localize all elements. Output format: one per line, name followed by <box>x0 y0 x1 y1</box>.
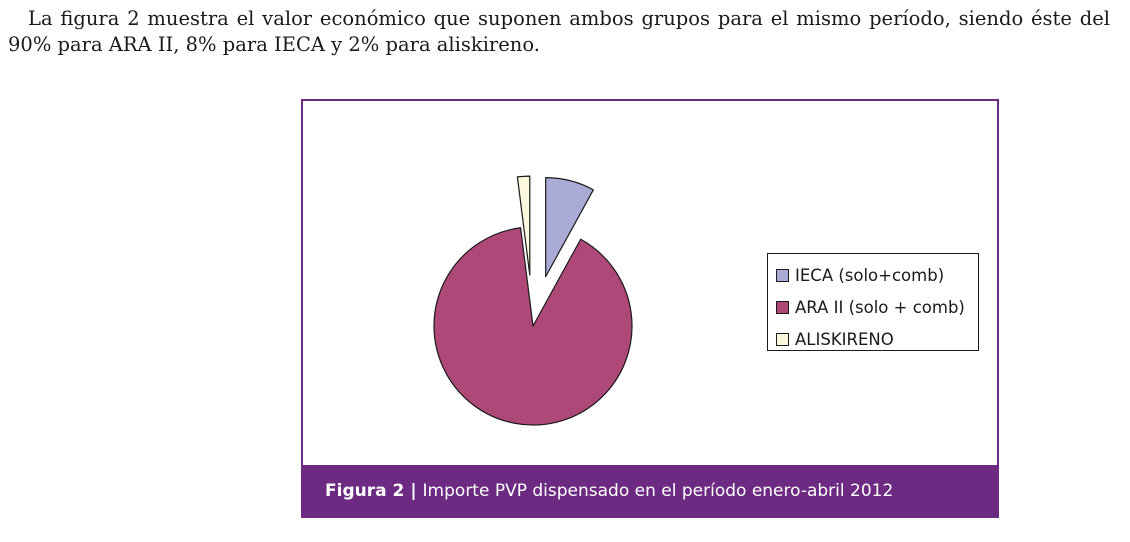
body-paragraph: La figura 2 muestra el valor económico q… <box>8 7 1110 56</box>
caption-label: Figura 2 <box>325 480 405 501</box>
legend-label-ieca: IECA (solo+comb) <box>795 265 945 285</box>
pie-chart <box>433 175 633 426</box>
caption-text: Importe PVP dispensado en el período ene… <box>422 480 894 501</box>
pie-slice-ara-ii <box>433 227 633 426</box>
caption-separator: | <box>410 480 417 501</box>
pie-slice-ieca <box>545 177 594 278</box>
pie-slice-aliskireno <box>516 175 531 276</box>
legend-swatch-ara-ii <box>776 300 789 314</box>
chart-legend: IECA (solo+comb) ARA II (solo + comb) AL… <box>767 253 979 351</box>
figure-caption: Figura 2 | Importe PVP dispensado en el … <box>303 465 997 516</box>
legend-item-ara-ii: ARA II (solo + comb) <box>776 291 978 323</box>
legend-swatch-ieca <box>776 268 789 282</box>
legend-swatch-aliskireno <box>776 332 789 346</box>
figure-frame: IECA (solo+comb) ARA II (solo + comb) AL… <box>301 99 999 518</box>
legend-item-aliskireno: ALISKIRENO <box>776 323 978 355</box>
legend-label-ara-ii: ARA II (solo + comb) <box>795 297 965 317</box>
legend-item-ieca: IECA (solo+comb) <box>776 259 978 291</box>
legend-label-aliskireno: ALISKIRENO <box>795 329 894 349</box>
